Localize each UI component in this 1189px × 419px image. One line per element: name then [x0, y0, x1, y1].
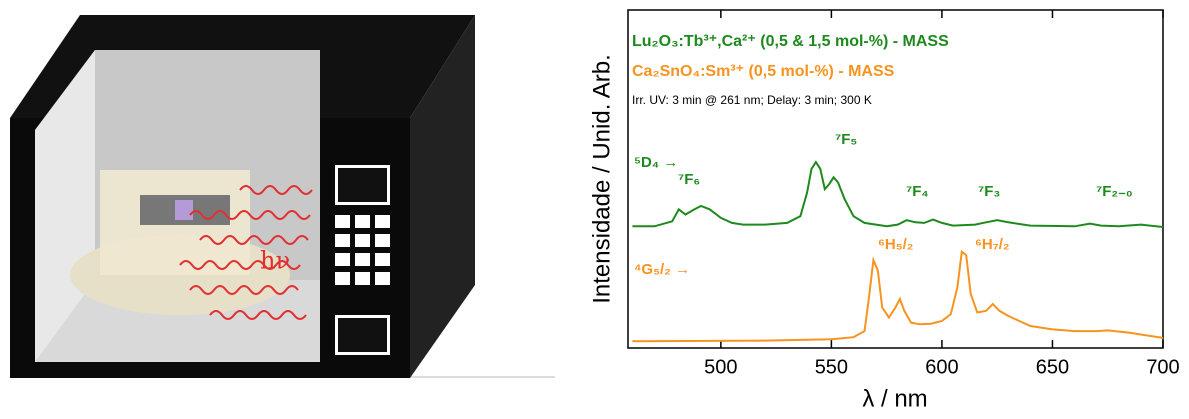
annotation: ⁴G₅/₂ → — [634, 261, 690, 278]
sample-crystal — [175, 200, 193, 220]
annotation: ⁵D₄ → — [634, 154, 678, 171]
subtitle: Irr. UV: 3 min @ 261 nm; Delay: 3 min; 3… — [632, 93, 872, 107]
key — [355, 234, 370, 247]
annotation: ⁷F₆ — [678, 171, 700, 188]
spectrum-line — [632, 252, 1163, 342]
key — [355, 215, 370, 228]
x-tick-label: 700 — [1146, 356, 1179, 378]
legend-entry: Lu₂O₃:Tb³⁺,Ca²⁺ (0,5 & 1,5 mol-%) - MASS — [632, 33, 949, 50]
hv-label: hν — [260, 247, 290, 275]
x-tick-label: 600 — [925, 356, 958, 378]
key — [335, 215, 350, 228]
plot-frame — [628, 10, 1163, 348]
annotation: ⁶H₇/₂ — [975, 236, 1010, 253]
annotation: ⁷F₃ — [978, 183, 1000, 200]
key — [375, 234, 390, 247]
legend-entry: Ca₂SnO₄:Sm³⁺ (0,5 mol-%) - MASS — [632, 63, 895, 80]
key — [335, 234, 350, 247]
chart: λ / nm Intensidade / Unid. Arb. Lu₂O₃:Tb… — [588, 10, 1163, 412]
button-inner — [338, 318, 387, 352]
annotation: ⁷F₂₋₀ — [1096, 183, 1133, 200]
display-inner — [338, 168, 387, 202]
key — [375, 253, 390, 266]
key — [335, 253, 350, 266]
y-axis-label: Intensidade / Unid. Arb. — [588, 54, 615, 304]
x-tick-label: 650 — [1036, 356, 1069, 378]
key — [355, 253, 370, 266]
annotation: ⁷F₅ — [835, 131, 857, 148]
x-tick-label: 500 — [704, 356, 737, 378]
annotation: ⁷F₄ — [906, 183, 929, 200]
key — [375, 215, 390, 228]
microwave-illustration: hν — [0, 0, 555, 378]
figure: hν λ / nm Intensidade / Unid. Arb. Lu₂O₃… — [0, 0, 1189, 414]
key — [375, 272, 390, 285]
key — [335, 272, 350, 285]
x-tick-label: 550 — [815, 356, 848, 378]
key — [355, 272, 370, 285]
annotation: ⁶H₅/₂ — [878, 236, 913, 253]
x-axis-label: λ / nm — [862, 385, 927, 412]
spectrum-line — [632, 162, 1163, 227]
